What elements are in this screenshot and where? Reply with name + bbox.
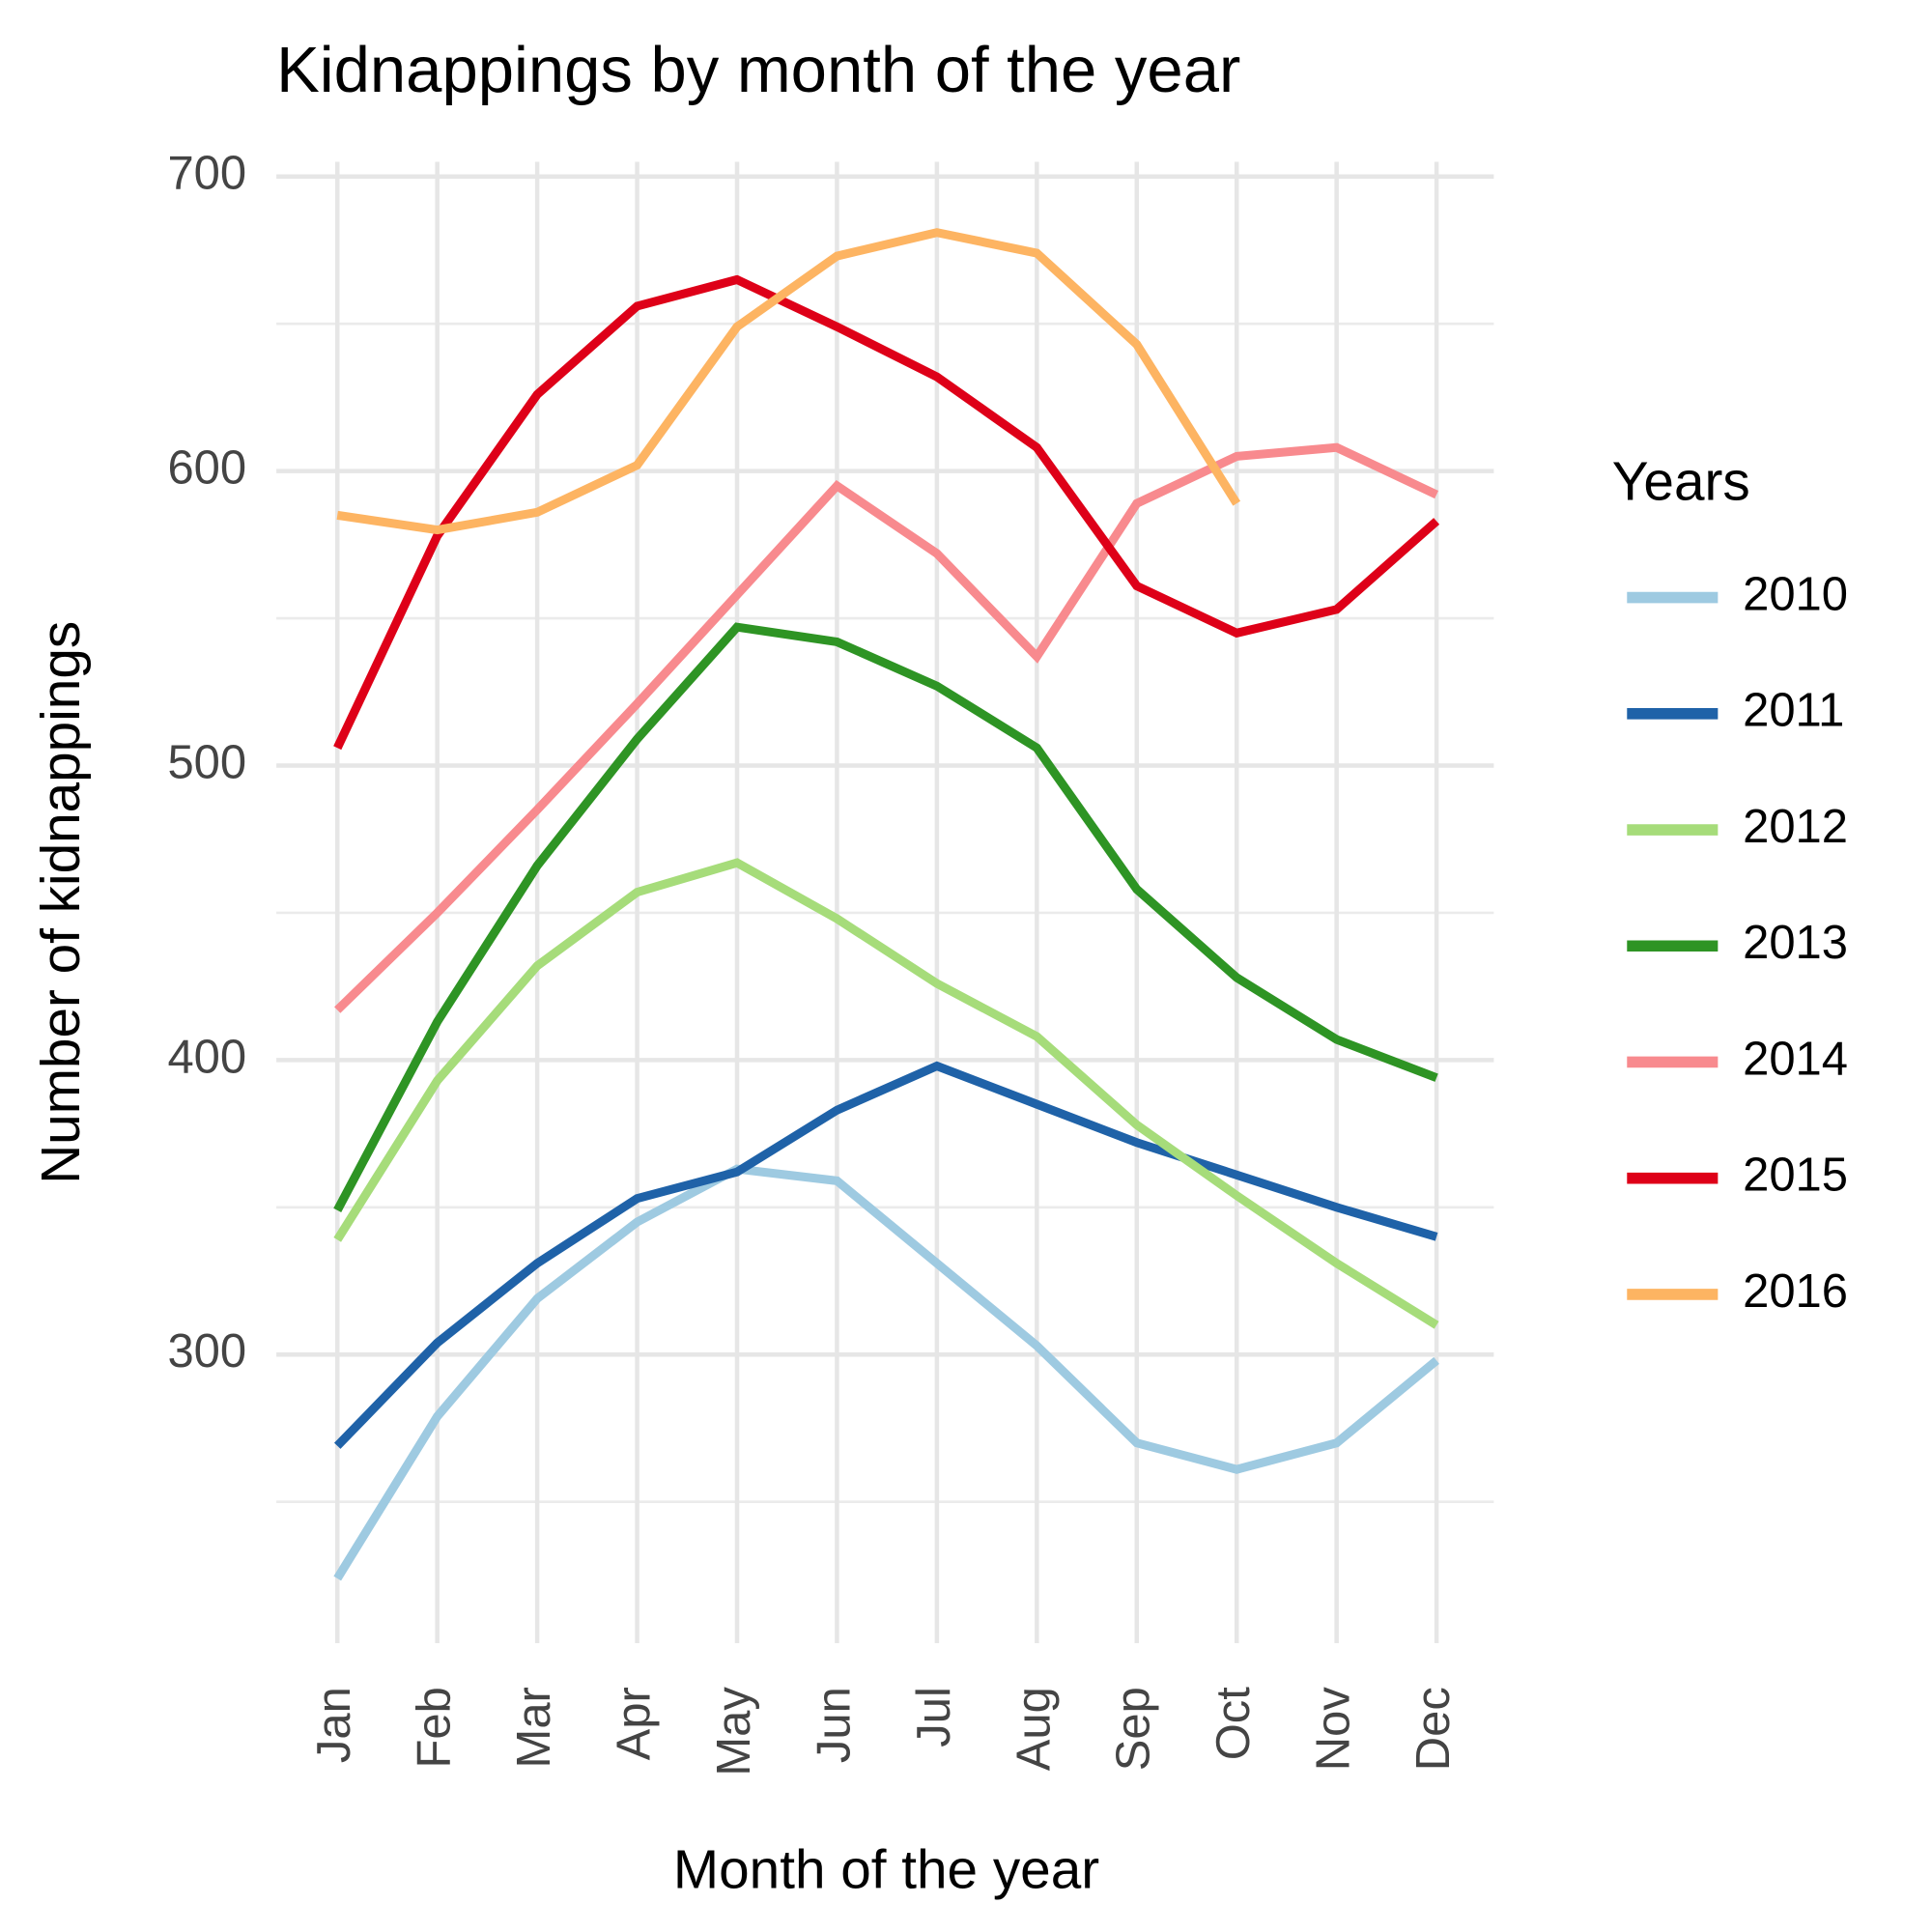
legend-label: 2014 [1743,1033,1848,1085]
x-tick-label: Jan [308,1687,360,1763]
y-tick-label: 500 [167,736,246,788]
x-tick-label: Nov [1308,1687,1360,1772]
y-tick-label: 400 [167,1031,246,1083]
x-tick-label: Apr [608,1687,660,1760]
chart-title: Kidnappings by month of the year [276,34,1240,106]
y-tick-label: 600 [167,442,246,495]
legend-label: 2012 [1743,801,1848,853]
legend-label: 2015 [1743,1150,1848,1202]
legend-title: Years [1612,452,1750,513]
x-tick-label: Oct [1208,1687,1260,1761]
x-tick-label: May [708,1687,760,1776]
series-line [333,274,1440,751]
x-tick-label: Dec [1407,1687,1460,1771]
legend-label: 2016 [1743,1265,1848,1318]
series-line [333,858,1439,1329]
series-line [333,622,1438,1212]
series-line [333,1164,1439,1581]
x-tick-label: Jun [808,1687,860,1763]
x-tick-label: Jul [908,1687,960,1747]
x-tick-label: Aug [1008,1687,1060,1771]
legend-label: 2013 [1743,917,1848,969]
x-tick-label: Mar [508,1687,560,1768]
series-line [333,1061,1438,1449]
x-tick-label: Sep [1108,1687,1160,1771]
y-tick-label: 300 [167,1325,246,1378]
x-axis-title: Month of the year [673,1839,1099,1900]
y-tick-label: 700 [167,148,246,200]
x-tick-label: Feb [409,1687,461,1768]
series-line [336,228,1241,535]
legend-label: 2010 [1743,568,1848,620]
y-axis-title: Number of kidnappings [31,621,92,1184]
legend-label: 2011 [1743,685,1844,737]
series-line [334,442,1439,1013]
